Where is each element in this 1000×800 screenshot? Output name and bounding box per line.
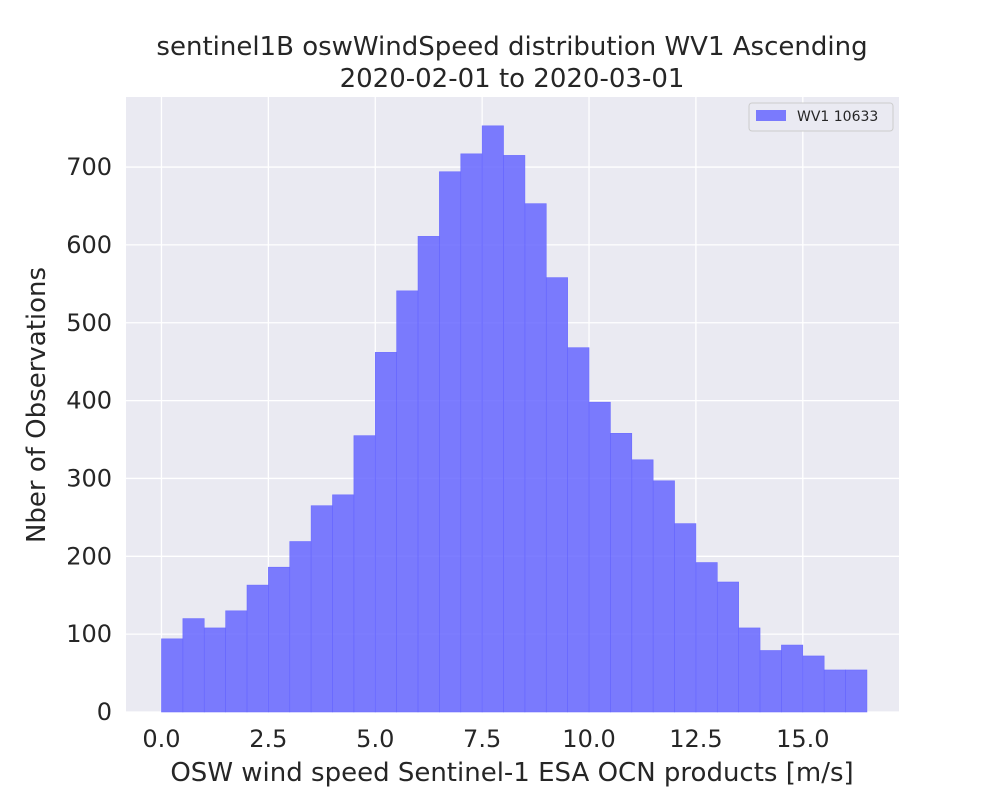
histogram-bar (845, 669, 868, 713)
histogram-bar (823, 669, 846, 713)
histogram-bar (674, 523, 697, 713)
x-tick-label: 15.0 (776, 725, 829, 753)
histogram-bar (225, 610, 248, 713)
histogram-bar (503, 155, 526, 713)
histogram-bar (182, 618, 205, 713)
histogram-bar (396, 290, 419, 713)
x-axis-label: OSW wind speed Sentinel-1 ESA OCN produc… (170, 758, 853, 788)
histogram-bar (353, 435, 376, 713)
histogram-bar (524, 203, 547, 713)
x-tick-label: 7.5 (463, 725, 501, 753)
histogram-bar (246, 584, 269, 713)
chart-title: sentinel1B oswWindSpeed distribution WV1… (156, 32, 867, 94)
histogram-bars (161, 125, 868, 713)
chart-title-line-2: 2020-02-01 to 2020-03-01 (340, 64, 685, 94)
y-tick-label: 100 (66, 620, 112, 648)
histogram-bar (802, 655, 825, 713)
histogram-bar (610, 433, 633, 713)
legend-label: WV1 10633 (797, 109, 878, 125)
y-tick-label: 500 (66, 309, 112, 337)
x-tick-label: 10.0 (562, 725, 615, 753)
histogram-bar (161, 638, 184, 713)
x-tick-label: 2.5 (249, 725, 287, 753)
histogram-bar (781, 644, 804, 713)
y-tick-label: 200 (66, 542, 112, 570)
chart-title-line-1: sentinel1B oswWindSpeed distribution WV1… (156, 32, 867, 62)
x-tick-label: 5.0 (356, 725, 394, 753)
x-tick-label: 0.0 (142, 725, 180, 753)
legend: WV1 10633 (748, 102, 894, 132)
histogram-bar (417, 236, 440, 713)
histogram-bar (439, 171, 462, 713)
histogram-bar (716, 581, 739, 713)
histogram-bar (588, 401, 611, 713)
histogram-bar (631, 459, 654, 713)
histogram-bar (289, 541, 312, 713)
histogram-bar (481, 125, 504, 713)
y-tick-label: 600 (66, 231, 112, 259)
y-axis-ticks: 0 100 200 300 400 500 600 700 (66, 153, 112, 726)
y-tick-label: 0 (97, 698, 112, 726)
x-axis-ticks: 0.0 2.5 5.0 7.5 10.0 12.5 15.0 (142, 725, 829, 753)
histogram-bar (460, 153, 483, 713)
histogram-bar (652, 480, 675, 713)
y-tick-label: 700 (66, 153, 112, 181)
histogram-bar (567, 347, 590, 713)
histogram-bar (545, 277, 568, 713)
histogram-bar (203, 627, 226, 713)
y-tick-label: 300 (66, 464, 112, 492)
y-tick-label: 400 (66, 387, 112, 415)
histogram-bar (759, 650, 782, 713)
histogram-bar (738, 627, 761, 713)
histogram-bar (310, 505, 333, 713)
histogram-bar (374, 352, 397, 713)
histogram-bar (268, 566, 291, 713)
legend-swatch (756, 110, 786, 121)
histogram-bar (695, 562, 718, 713)
x-tick-label: 12.5 (669, 725, 722, 753)
histogram-bar (332, 494, 355, 713)
y-axis-label: Nber of Observations (22, 267, 52, 543)
